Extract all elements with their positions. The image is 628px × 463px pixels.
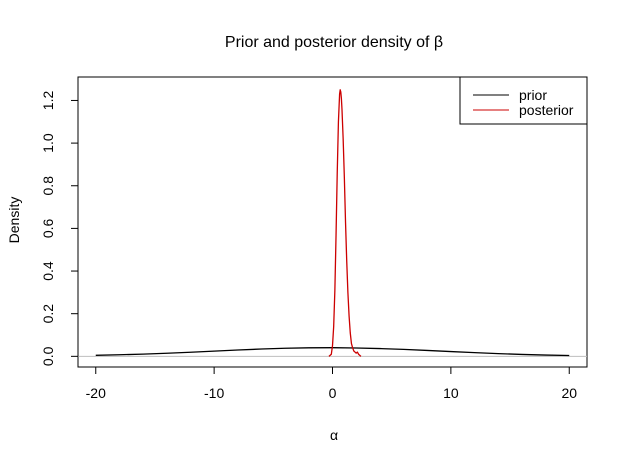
legend-label-posterior: posterior [519, 102, 574, 118]
x-tick-label: -10 [204, 385, 224, 401]
x-tick-label: 0 [329, 385, 337, 401]
y-tick-label: 0.2 [40, 304, 56, 324]
y-tick-label: 0.0 [40, 346, 56, 366]
y-tick-label: 0.4 [40, 261, 56, 281]
y-axis-title: Density [6, 197, 22, 244]
x-tick-label: 10 [443, 385, 459, 401]
chart-title: Prior and posterior density of β [225, 34, 443, 51]
x-axis-title: α [330, 427, 338, 443]
x-axis: -20 -10 0 10 20 [86, 366, 577, 401]
y-tick-label: 1.0 [40, 133, 56, 153]
y-tick-label: 1.2 [40, 91, 56, 111]
legend: prior posterior [459, 76, 588, 125]
y-tick-label: 0.8 [40, 176, 56, 196]
series-layer [95, 89, 570, 357]
y-tick-label: 0.6 [40, 218, 56, 238]
x-tick-label: 20 [561, 385, 577, 401]
y-axis: 0.0 0.2 0.4 0.6 0.8 1.0 1.2 [40, 91, 79, 366]
series-line-posterior [328, 89, 362, 357]
legend-label-prior: prior [519, 87, 547, 103]
legend-box [459, 76, 588, 125]
x-tick-label: -20 [86, 385, 106, 401]
